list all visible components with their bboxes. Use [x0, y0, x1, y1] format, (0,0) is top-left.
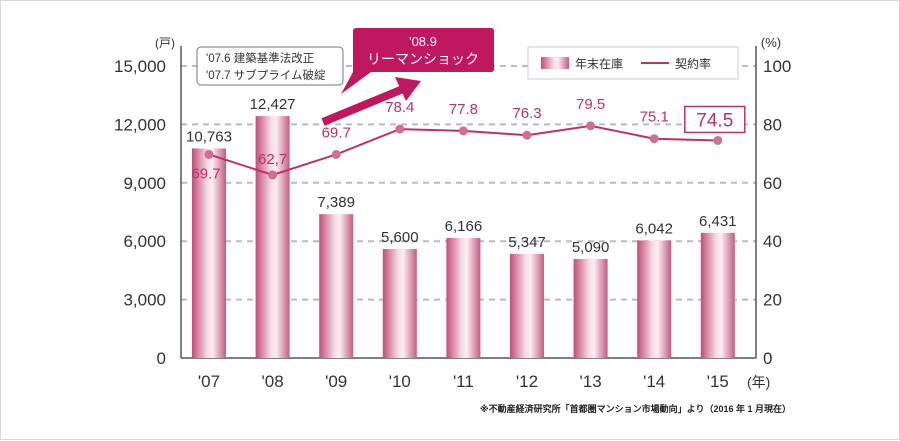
bar-value-label: 5,347 — [508, 234, 546, 251]
left-tick-label: 0 — [157, 349, 166, 368]
bar-value-label: 5,600 — [381, 229, 419, 246]
rate-point — [458, 126, 468, 136]
left-axis-unit: (戸) — [155, 36, 175, 50]
x-axis-unit: (年) — [747, 374, 770, 390]
bar — [510, 253, 544, 358]
rate-point — [268, 170, 278, 180]
bar-value-label: 6,042 — [635, 220, 673, 237]
rate-point — [522, 130, 532, 140]
rate-point — [204, 149, 214, 159]
x-tick-label: '15 — [707, 372, 729, 391]
lehman-arrow-head — [395, 77, 421, 101]
event-line-1: '07.6 建築基準法改正 — [206, 51, 314, 65]
x-tick-label: '08 — [262, 372, 284, 391]
rate-point — [331, 149, 341, 159]
bar — [446, 237, 481, 358]
rate-point — [713, 135, 723, 145]
callout-date: '08.9 — [409, 34, 437, 49]
right-tick-label: 20 — [763, 291, 782, 310]
rate-value-label: 78.4 — [385, 99, 414, 116]
rate-value-label: 69.7 — [322, 124, 351, 141]
bar — [700, 232, 735, 358]
bar-value-label: 5,090 — [572, 239, 610, 256]
legend-line-label: 契約率 — [675, 56, 711, 71]
right-tick-label: 60 — [763, 174, 782, 193]
callout-text: リーマンショック — [367, 51, 479, 67]
bar — [192, 148, 226, 358]
bar — [573, 258, 608, 358]
lehman-callout: '08.9 リーマンショック — [321, 28, 494, 126]
rate-value-label: 74.5 — [696, 110, 733, 131]
bar-value-label: 10,763 — [186, 128, 232, 145]
right-tick-label: 100 — [763, 57, 791, 76]
rate-value-label: 75.1 — [640, 109, 669, 126]
rate-point — [395, 124, 405, 134]
bar-value-label: 7,389 — [317, 194, 355, 211]
left-tick-label: 6,000 — [123, 232, 166, 251]
rate-value-label: 76.3 — [512, 105, 541, 122]
right-axis-unit: (%) — [761, 35, 781, 50]
x-tick-label: '11 — [453, 372, 474, 391]
x-tick-label: '07 — [198, 372, 220, 391]
bar — [319, 214, 354, 358]
source-note: ※不動産経済研究所「首都圏マンション市場動向」より（2016 年 1 月現在） — [480, 403, 791, 414]
left-tick-label: 12,000 — [114, 115, 166, 134]
x-tick-label: '14 — [643, 372, 665, 391]
rate-point — [649, 134, 659, 144]
x-tick-label: '13 — [580, 372, 602, 391]
bar — [255, 116, 290, 358]
events-box — [196, 46, 344, 86]
bar — [382, 248, 417, 358]
x-tick-label: '10 — [389, 372, 411, 391]
right-tick-label: 40 — [763, 232, 782, 251]
x-tick-label: '12 — [516, 372, 538, 391]
bar-value-label: 12,427 — [250, 96, 296, 113]
legend-bar-label: 年末在庫 — [575, 57, 623, 71]
bar-value-label: 6,166 — [445, 218, 483, 235]
rate-point — [586, 121, 596, 131]
right-tick-label: 0 — [763, 349, 772, 368]
rate-value-label: 77.8 — [449, 101, 478, 118]
right-tick-label: 80 — [763, 115, 782, 134]
left-tick-label: 3,000 — [123, 291, 166, 310]
rate-value-label: 62,7 — [258, 151, 287, 168]
lehman-arrow-shaft — [321, 85, 405, 126]
rate-value-label: 69.7 — [191, 165, 220, 182]
legend-bar-swatch — [541, 57, 569, 69]
highlight-box — [684, 105, 746, 134]
bar-value-label: 6,431 — [699, 213, 737, 230]
left-tick-label: 9,000 — [123, 174, 166, 193]
bar — [637, 240, 672, 358]
x-tick-label: '09 — [325, 372, 347, 391]
event-line-2: '07.7 サブプライム破綻 — [206, 68, 326, 82]
left-tick-label: 15,000 — [114, 57, 166, 76]
rate-value-label: 79.5 — [576, 96, 605, 113]
legend: 年末在庫 契約率 — [527, 46, 739, 80]
